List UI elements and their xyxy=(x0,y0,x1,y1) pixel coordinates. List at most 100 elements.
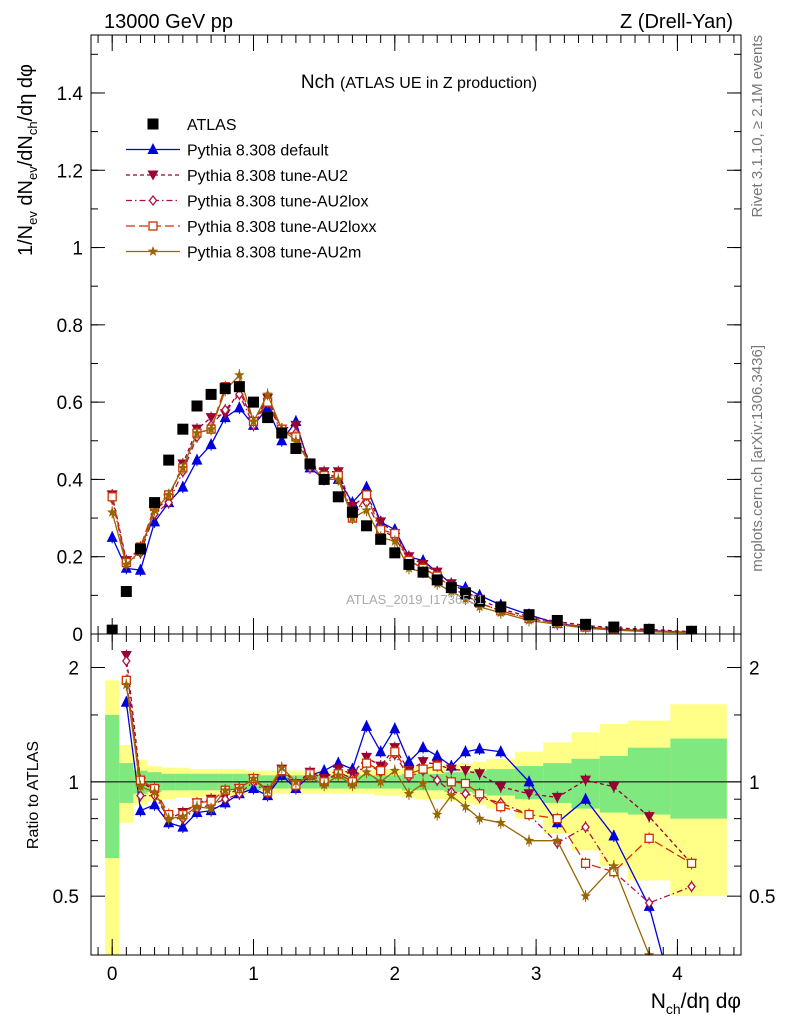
data-point xyxy=(460,778,471,789)
ratio-ytick-label: 1 xyxy=(68,773,79,794)
data-point xyxy=(417,741,429,753)
data-point xyxy=(149,515,161,527)
data-point xyxy=(191,453,203,465)
xtick-label: 4 xyxy=(672,964,683,985)
data-point xyxy=(177,462,189,473)
series-0 xyxy=(106,381,698,634)
data-point xyxy=(290,420,302,431)
ratio-uncertainty-bands xyxy=(105,680,727,955)
data-point xyxy=(276,762,287,773)
data-point xyxy=(233,401,245,413)
watermark: ATLAS_2019_I1736531 xyxy=(346,592,484,607)
data-point xyxy=(333,473,344,484)
data-point xyxy=(474,813,485,824)
data-point xyxy=(389,765,400,776)
legend-entry: Pythia 8.308 default xyxy=(126,143,329,160)
side-label-mcplots: mcplots.cern.ch [arXiv:1306.3436] xyxy=(749,345,766,572)
data-point xyxy=(163,489,174,500)
data-point xyxy=(149,786,160,797)
data-point xyxy=(262,784,273,795)
data-point xyxy=(177,480,189,492)
legend-marker xyxy=(147,118,159,130)
main-ytick-label: 0.4 xyxy=(57,470,84,491)
xtick-label: 0 xyxy=(107,964,118,985)
data-point xyxy=(220,404,230,416)
data-point xyxy=(432,761,442,771)
data-point xyxy=(191,801,203,812)
plot-title-sub: (ATLAS UE in Z production) xyxy=(340,75,537,92)
series-line xyxy=(111,373,692,634)
data-point xyxy=(686,858,697,869)
data-point xyxy=(524,809,534,820)
data-point xyxy=(234,369,245,380)
data-point xyxy=(276,427,288,439)
ratio-ytick-label-right: 0.5 xyxy=(749,887,775,908)
data-point xyxy=(290,776,302,787)
data-point xyxy=(164,497,174,509)
data-point xyxy=(177,811,189,821)
data-point xyxy=(431,749,443,761)
plot-title-main: Nch xyxy=(301,72,335,93)
data-point xyxy=(417,757,429,768)
data-point xyxy=(375,776,386,787)
data-point xyxy=(163,813,174,824)
legend-entry: Pythia 8.308 tune-AU2m xyxy=(126,245,361,262)
legend-label: ATLAS xyxy=(187,117,237,134)
data-point xyxy=(220,793,230,805)
series-line xyxy=(125,680,692,873)
data-point xyxy=(417,566,429,578)
series-line xyxy=(111,406,692,634)
data-point xyxy=(445,764,457,775)
data-point xyxy=(580,890,591,901)
data-point xyxy=(431,574,443,586)
data-point xyxy=(248,396,259,408)
axes-ticks: 0 0.2 0.4 0.6 0.8 1 1.2 1.4 0 1 2 3 4 0.5 0.5 1 1 2 2 xyxy=(53,35,775,985)
data-point xyxy=(523,775,535,787)
legend-marker xyxy=(147,246,159,256)
data-point xyxy=(580,618,592,630)
legend-label: Pythia 8.308 tune-AU2m xyxy=(187,245,361,262)
xtick-label: 1 xyxy=(248,964,259,985)
data-point xyxy=(495,601,507,613)
ratio-plot-area xyxy=(120,649,698,955)
data-point xyxy=(389,535,400,546)
header-right: Z (Drell-Yan) xyxy=(620,11,733,33)
xtick-label: 2 xyxy=(390,964,401,985)
data-point xyxy=(276,434,288,446)
data-point xyxy=(107,506,118,517)
data-point xyxy=(332,491,344,503)
data-point xyxy=(318,764,330,776)
legend-entry: Pythia 8.308 tune-AU2 xyxy=(126,168,348,185)
data-point xyxy=(375,533,387,545)
data-point xyxy=(432,809,443,819)
data-point xyxy=(219,383,231,395)
header-left: 13000 GeV pp xyxy=(104,11,233,33)
band-green xyxy=(627,747,671,815)
data-point xyxy=(361,758,372,768)
data-point xyxy=(445,582,457,594)
data-point xyxy=(580,792,592,804)
ratio-ytick-label-right: 1 xyxy=(749,773,760,794)
data-point xyxy=(418,764,428,774)
data-point xyxy=(459,766,471,777)
data-point xyxy=(608,860,620,871)
data-point xyxy=(347,779,358,790)
xtick-label: 3 xyxy=(531,964,542,985)
data-point xyxy=(120,585,132,597)
data-point xyxy=(523,789,535,800)
data-point xyxy=(346,506,358,518)
data-point xyxy=(134,543,146,555)
data-point xyxy=(644,897,654,909)
data-point xyxy=(389,547,401,559)
legend: ATLAS Pythia 8.308 default Pythia 8.308 tu… xyxy=(126,117,376,262)
data-point xyxy=(177,820,189,832)
main-ytick-label: 0.8 xyxy=(57,316,83,337)
data-point xyxy=(474,789,485,799)
legend-label: Pythia 8.308 tune-AU2 xyxy=(187,168,348,185)
plot-title: Nch (ATLAS UE in Z production) xyxy=(301,72,537,93)
data-point xyxy=(432,774,442,786)
data-point xyxy=(390,747,400,757)
data-point xyxy=(403,558,415,570)
data-point xyxy=(121,558,132,569)
